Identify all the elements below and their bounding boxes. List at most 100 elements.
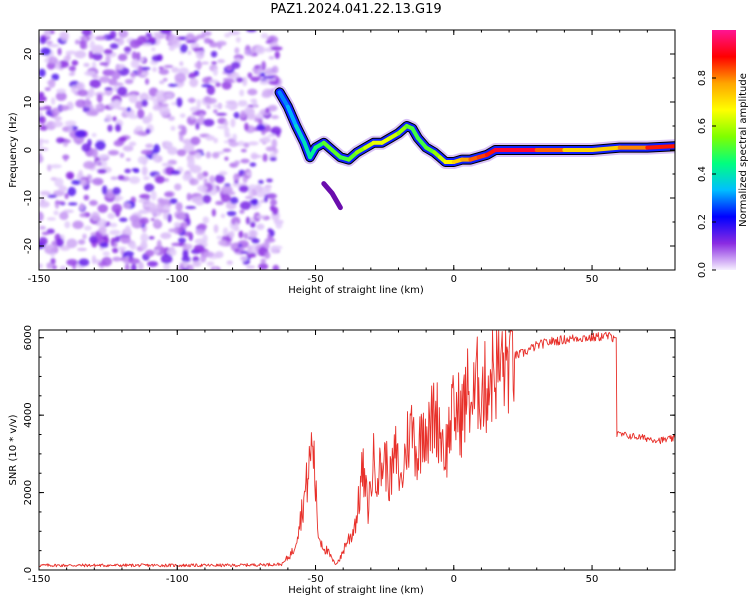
noise-blob bbox=[56, 88, 67, 94]
noise-blob bbox=[133, 168, 140, 173]
noise-blob bbox=[225, 100, 237, 105]
noise-blob bbox=[151, 55, 162, 62]
noise-blob bbox=[129, 176, 141, 184]
noise-blob bbox=[142, 43, 152, 47]
noise-blob bbox=[185, 205, 197, 210]
noise-blob bbox=[139, 92, 150, 102]
noise-blob bbox=[91, 132, 97, 138]
noise-blob bbox=[222, 148, 232, 153]
noise-blob bbox=[267, 228, 273, 234]
noise-blob bbox=[218, 171, 228, 176]
y-tick-label: -20 bbox=[23, 238, 34, 254]
noise-blob bbox=[101, 256, 113, 267]
noise-blob bbox=[192, 256, 200, 263]
noise-blob bbox=[256, 223, 265, 230]
noise-blob bbox=[97, 162, 102, 166]
noise-blob bbox=[139, 217, 149, 225]
noise-blob bbox=[158, 209, 170, 213]
noise-blob bbox=[64, 221, 71, 229]
noise-blob bbox=[131, 51, 137, 60]
noise-blob bbox=[89, 40, 96, 51]
noise-blob bbox=[39, 95, 47, 103]
noise-blob bbox=[168, 34, 179, 45]
noise-blob bbox=[246, 30, 257, 33]
noise-blob bbox=[249, 162, 257, 167]
noise-blob bbox=[129, 242, 137, 250]
y-tick-label: -10 bbox=[23, 190, 34, 206]
noise-blob bbox=[145, 128, 151, 135]
x-tick-label: 50 bbox=[586, 274, 599, 285]
noise-blob bbox=[148, 37, 157, 43]
noise-blob bbox=[59, 211, 69, 221]
noise-blob bbox=[192, 47, 204, 52]
noise-blob bbox=[50, 97, 56, 105]
noise-blob bbox=[251, 238, 260, 244]
noise-blob bbox=[85, 110, 98, 116]
noise-blob bbox=[58, 185, 68, 193]
noise-blob bbox=[224, 32, 231, 38]
noise-blob bbox=[210, 50, 218, 58]
noise-blob bbox=[137, 108, 145, 119]
noise-blob bbox=[217, 43, 222, 50]
noise-blob bbox=[39, 237, 48, 246]
snr-panel: -150 -100 -50 0 50 0 2000 4000 6000 Height of st… bbox=[8, 325, 676, 596]
noise-blob bbox=[197, 223, 208, 230]
noise-blob bbox=[51, 265, 57, 270]
noise-blob bbox=[135, 100, 144, 110]
noise-blob bbox=[237, 101, 248, 107]
noise-blob bbox=[243, 232, 249, 240]
noise-blob bbox=[193, 244, 205, 253]
noise-blob bbox=[194, 152, 202, 160]
noise-blob bbox=[39, 107, 46, 111]
noise-blob bbox=[168, 228, 179, 233]
noise-blob bbox=[109, 30, 117, 40]
noise-blob bbox=[74, 50, 87, 59]
noise-blob bbox=[44, 87, 51, 92]
x-tick-label: -100 bbox=[166, 574, 189, 585]
noise-blob bbox=[270, 198, 278, 206]
noise-blob bbox=[158, 66, 164, 70]
noise-speckle bbox=[39, 30, 284, 270]
noise-blob bbox=[178, 213, 186, 220]
colorbar-label: Normalized spectral amplitude bbox=[738, 73, 749, 227]
noise-blob bbox=[104, 87, 113, 91]
noise-blob bbox=[205, 135, 215, 141]
noise-blob bbox=[111, 203, 123, 214]
noise-blob bbox=[267, 133, 276, 138]
noise-blob bbox=[242, 76, 248, 87]
noise-blob bbox=[267, 104, 278, 112]
noise-blob bbox=[238, 185, 249, 193]
noise-blob bbox=[159, 80, 165, 85]
noise-blob bbox=[201, 83, 212, 88]
noise-blob bbox=[140, 240, 148, 251]
noise-blob bbox=[144, 183, 155, 192]
noise-blob bbox=[141, 166, 148, 176]
noise-blob bbox=[187, 264, 194, 270]
noise-blob bbox=[50, 257, 56, 265]
ridge-segment bbox=[277, 90, 290, 109]
noise-blob bbox=[130, 263, 137, 270]
noise-blob bbox=[270, 126, 282, 136]
noise-blob bbox=[119, 217, 128, 222]
noise-blob bbox=[77, 89, 89, 97]
noise-blob bbox=[39, 263, 44, 269]
noise-blob bbox=[39, 190, 51, 196]
noise-blob bbox=[244, 106, 252, 116]
noise-blob bbox=[65, 171, 75, 180]
noise-blob bbox=[128, 93, 138, 104]
noise-blob bbox=[168, 83, 179, 87]
noise-blob bbox=[46, 262, 53, 269]
noise-blob bbox=[264, 251, 271, 260]
noise-blob bbox=[74, 39, 80, 45]
noise-blob bbox=[187, 50, 192, 56]
noise-blob bbox=[91, 75, 100, 79]
noise-blob bbox=[128, 258, 141, 265]
noise-blob bbox=[39, 36, 47, 45]
noise-blob bbox=[212, 104, 223, 108]
noise-blob bbox=[145, 143, 154, 149]
noise-blob bbox=[269, 156, 277, 162]
noise-blob bbox=[212, 267, 218, 270]
noise-blob bbox=[72, 220, 84, 230]
noise-blob bbox=[81, 30, 92, 37]
noise-blob bbox=[114, 197, 120, 203]
